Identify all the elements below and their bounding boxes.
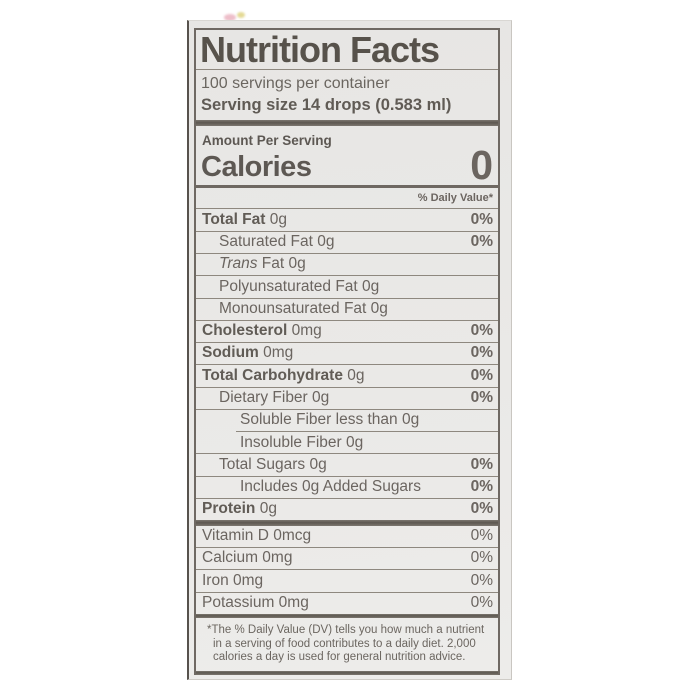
nutrient-dv: 0% [470,366,493,384]
serving-size: Serving size 14 drops (0.583 ml) [201,96,452,114]
nutrient-name: Potassium 0mg [202,593,309,611]
nutrient-name: Protein 0g [202,500,277,518]
thick-divider [196,120,498,127]
nutrient-dv: 0% [470,593,493,611]
nutrient-dv: 0% [470,500,493,518]
nutrient-row: Sodium 0mg 0% [196,342,498,364]
vitamin-row: Potassium 0mg 0% [196,591,498,614]
nutrient-dv: 0% [470,322,493,340]
label-title: Nutrition Facts [196,30,498,70]
nutrient-name: Iron 0mg [202,571,264,589]
nutrient-name: Cholesterol 0mg [202,322,322,340]
thick-divider [196,520,498,526]
nutrient-row: Polyunsaturated Fat 0g [196,275,498,297]
nutrient-row: Total Carbohydrate 0g 0% [196,364,498,386]
nutrient-name: Calcium 0mg [202,549,293,567]
nutrient-row: Protein 0g 0% [196,498,498,520]
nutrient-row: Trans Fat 0g [196,252,498,275]
bottom-border-bar [196,670,498,675]
calories-label: Calories [201,151,312,184]
nutrient-row: Includes 0g Added Sugars 0% [196,475,498,498]
calories-value: 0 [470,142,493,189]
calories-row: Calories 0 [196,142,498,189]
nutrient-row: Total Sugars 0g 0% [196,453,498,475]
nutrient-row: Total Fat 0g 0% [196,208,498,230]
amount-per-serving: Amount Per Serving [202,133,332,149]
nutrient-dv: 0% [470,389,493,407]
daily-value-header: % Daily Value* [417,192,493,205]
nutrient-row: Soluble Fiber less than 0g [196,408,498,431]
medium-divider [196,185,498,189]
servings-per-container: 100 servings per container [201,75,390,92]
label-outer-box: Nutrition Facts 100 servings per contain… [194,28,500,675]
vitamin-row: Iron 0mg 0% [196,569,498,591]
nutrient-name: Vitamin D 0mcg [202,527,312,545]
nutrient-dv: 0% [470,571,493,589]
nutrient-dv: 0% [470,527,493,545]
nutrient-row: Cholesterol 0mg 0% [196,319,498,342]
nutrient-row: Dietary Fiber 0g 0% [196,386,498,409]
nutrient-name: Dietary Fiber 0g [219,389,330,407]
daily-value-footnote: *The % Daily Value (DV) tells you how mu… [207,624,485,664]
nutrition-facts-label: Nutrition Facts 100 servings per contain… [187,20,512,680]
nutrient-dv: 0% [470,233,493,251]
nutrient-name: Soluble Fiber less than 0g [240,411,420,429]
nutrient-dv: 0% [470,478,493,496]
nutrient-name: Saturated Fat 0g [219,233,335,251]
nutrient-name: Sodium 0mg [202,344,294,362]
nutrient-name: Trans Fat 0g [219,255,306,273]
nutrient-name: Polyunsaturated Fat 0g [219,277,380,295]
nutrient-row: Saturated Fat 0g 0% [196,230,498,253]
nutrient-name: Monounsaturated Fat 0g [219,299,388,317]
nutrient-row: Insoluble Fiber 0g [236,431,498,453]
nutrient-row: Monounsaturated Fat 0g [196,297,498,320]
nutrient-dv: 0% [470,455,493,473]
nutrient-dv: 0% [470,344,493,362]
nutrient-name: Total Sugars 0g [219,455,327,473]
photo-color-artifact [224,14,236,21]
nutrient-name: Insoluble Fiber 0g [240,433,364,451]
nutrient-dv: 0% [470,549,493,567]
thick-divider [196,613,498,619]
vitamin-row: Vitamin D 0mcg 0% [196,526,498,547]
nutrient-name: Total Fat 0g [202,210,287,228]
nutrient-name: Total Carbohydrate 0g [202,366,365,384]
nutrient-name: Includes 0g Added Sugars [240,478,421,496]
vitamin-row: Calcium 0mg 0% [196,546,498,569]
photo-color-artifact [237,12,245,18]
nutrient-dv: 0% [470,210,493,228]
